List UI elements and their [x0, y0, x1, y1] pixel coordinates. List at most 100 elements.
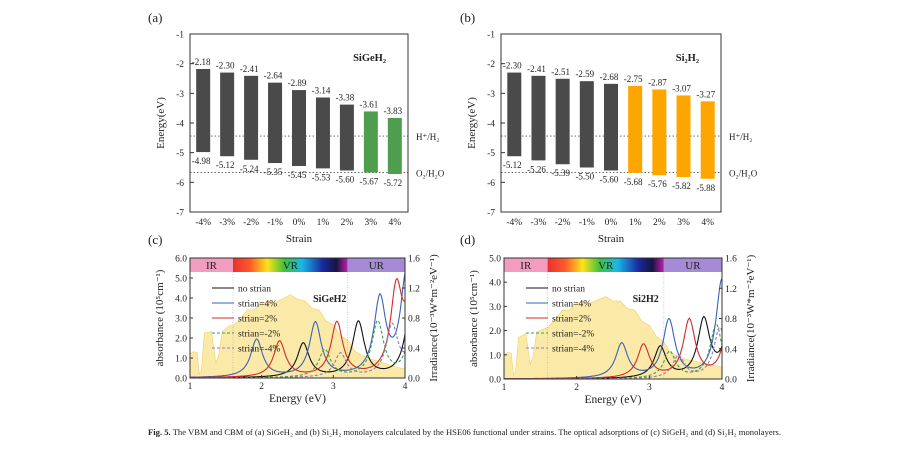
y-tick-label: -3 [487, 90, 495, 100]
cbm-label: -3.27 [696, 89, 715, 99]
cbm-label: -2.30 [216, 61, 235, 71]
legend-label: strian=4% [238, 300, 277, 310]
region-label: IR [520, 260, 532, 272]
cbm-label: -2.41 [527, 64, 546, 74]
x-tick-label: 1% [317, 218, 330, 228]
y-tick-label: 3.0 [175, 315, 187, 325]
x-tick-label: 3% [677, 218, 690, 228]
cbm-label: -2.68 [600, 72, 619, 82]
x-axis-label: Energy (eV) [269, 393, 326, 405]
cbm-label: -3.38 [336, 93, 355, 103]
panel-b: (b) H⁺/H₂ O₂/H₂O -2.30 -5.12 -4% -2.41 -5.26 -3%… [460, 10, 758, 245]
y-tick-label: -7 [176, 209, 184, 219]
cbm-label: -2.89 [288, 78, 307, 88]
vbm-label: -5.12 [503, 160, 522, 170]
x-tick-label: -3% [219, 218, 235, 228]
bar [315, 97, 330, 169]
panel-label: (d) [460, 232, 475, 247]
vbm-label: -5.50 [575, 172, 594, 182]
legend-label: strian=2% [238, 315, 277, 325]
chart-title: SiGeH2 [313, 294, 346, 305]
chart-title: Si2H2 [633, 294, 659, 305]
y2-tick-label: 0.8 [725, 315, 737, 325]
caption-label: Fig. 5. [148, 427, 171, 437]
region-label: VR [283, 260, 299, 272]
y-tick-label: 4.0 [489, 279, 501, 289]
vbm-label: -5.12 [216, 160, 235, 170]
bar [676, 95, 691, 177]
panel-label: (c) [148, 232, 162, 247]
panel-label: (a) [148, 10, 162, 25]
region-band-ir [504, 258, 548, 272]
y-tick-label: -2 [487, 60, 495, 70]
x-tick-label: 3% [365, 218, 378, 228]
region-band-ir [190, 258, 233, 272]
cbm-label: -3.83 [383, 106, 402, 116]
y-tick-label: -6 [176, 179, 184, 189]
x-tick-label: 2 [259, 382, 264, 392]
legend-label: strian=-4% [552, 345, 594, 355]
bar [196, 69, 211, 153]
bar [244, 75, 259, 160]
y-tick-label: -6 [487, 179, 495, 189]
bar [652, 89, 667, 176]
x-tick-label: 0% [605, 218, 618, 228]
legend-label: strian=-2% [552, 330, 594, 340]
reference-label: O₂/H₂O [729, 169, 758, 179]
y-tick-label: 2.0 [175, 335, 187, 345]
cbm-label: -3.07 [672, 83, 691, 93]
x-tick-label: 2% [653, 218, 666, 228]
chart-title: Si₂H₂ [676, 53, 699, 64]
panel-a: (a) H⁺/H₂ O₂/H₂O -2.18 -4.98 -4% -2.30 -5.12 -3%… [148, 10, 445, 245]
vbm-label: -5.60 [600, 174, 619, 184]
y2-axis-label: Irradiance(10⁻³W*m⁻²eV⁻¹) [428, 254, 440, 382]
vbm-label: -5.24 [240, 164, 259, 174]
y-tick-label: -5 [487, 149, 495, 159]
y-axis-label: Energy(eV) [466, 97, 478, 149]
x-tick-label: -1% [267, 218, 283, 228]
x-tick-label: 4 [403, 382, 408, 392]
region-label: IR [206, 260, 218, 272]
region-band-vr [233, 258, 348, 272]
y2-tick-label: 1.6 [408, 255, 420, 265]
x-tick-label: -1% [579, 218, 595, 228]
y-tick-label: -1 [176, 31, 184, 41]
bar [579, 81, 594, 168]
legend-label: strian=-2% [238, 330, 280, 340]
cbm-label: -3.61 [359, 99, 378, 109]
cbm-label: -2.41 [240, 64, 259, 74]
y2-tick-label: 1.2 [408, 285, 420, 295]
vbm-label: -5.82 [672, 181, 691, 191]
y2-tick-label: 0.4 [725, 345, 737, 355]
y-tick-label: -4 [487, 120, 495, 130]
region-label: UR [369, 260, 385, 272]
cbm-label: -2.87 [648, 77, 667, 87]
x-tick-label: 4 [720, 383, 725, 393]
bar [363, 111, 378, 173]
cbm-label: -2.30 [503, 61, 522, 71]
x-tick-label: 3 [647, 383, 652, 393]
y-axis-label: Energy(eV) [155, 97, 167, 149]
chart-title: SiGeH₂ [353, 53, 386, 64]
vbm-label: -5.35 [264, 167, 283, 177]
reference-label: H⁺/H₂ [416, 132, 439, 142]
y2-tick-label: 0.0 [408, 375, 420, 385]
x-tick-label: 4% [701, 218, 714, 228]
y-tick-label: 0.0 [489, 376, 501, 386]
legend-label: no strian [552, 285, 585, 295]
legend-label: strian=2% [552, 315, 591, 325]
y-tick-label: -3 [176, 90, 184, 100]
y-axis-label: absorbance (10⁵cm⁻¹) [154, 269, 166, 366]
x-tick-label: -3% [531, 218, 547, 228]
solar-irradiance-area [190, 294, 405, 378]
reference-label: H⁺/H₂ [729, 132, 752, 142]
figure-caption: Fig. 5. The VBM and CBM of (a) SiGeH₂ an… [148, 426, 893, 438]
x-tick-label: 4% [388, 218, 401, 228]
y2-axis-label: Irradiance(10⁻³W*m⁻²eV⁻¹) [745, 254, 757, 382]
cbm-label: -2.18 [192, 57, 211, 67]
x-tick-label: -4% [506, 218, 522, 228]
x-tick-label: 3 [331, 382, 336, 392]
vbm-label: -5.53 [312, 172, 331, 182]
bar [628, 85, 643, 173]
vbm-label: -5.26 [527, 164, 546, 174]
